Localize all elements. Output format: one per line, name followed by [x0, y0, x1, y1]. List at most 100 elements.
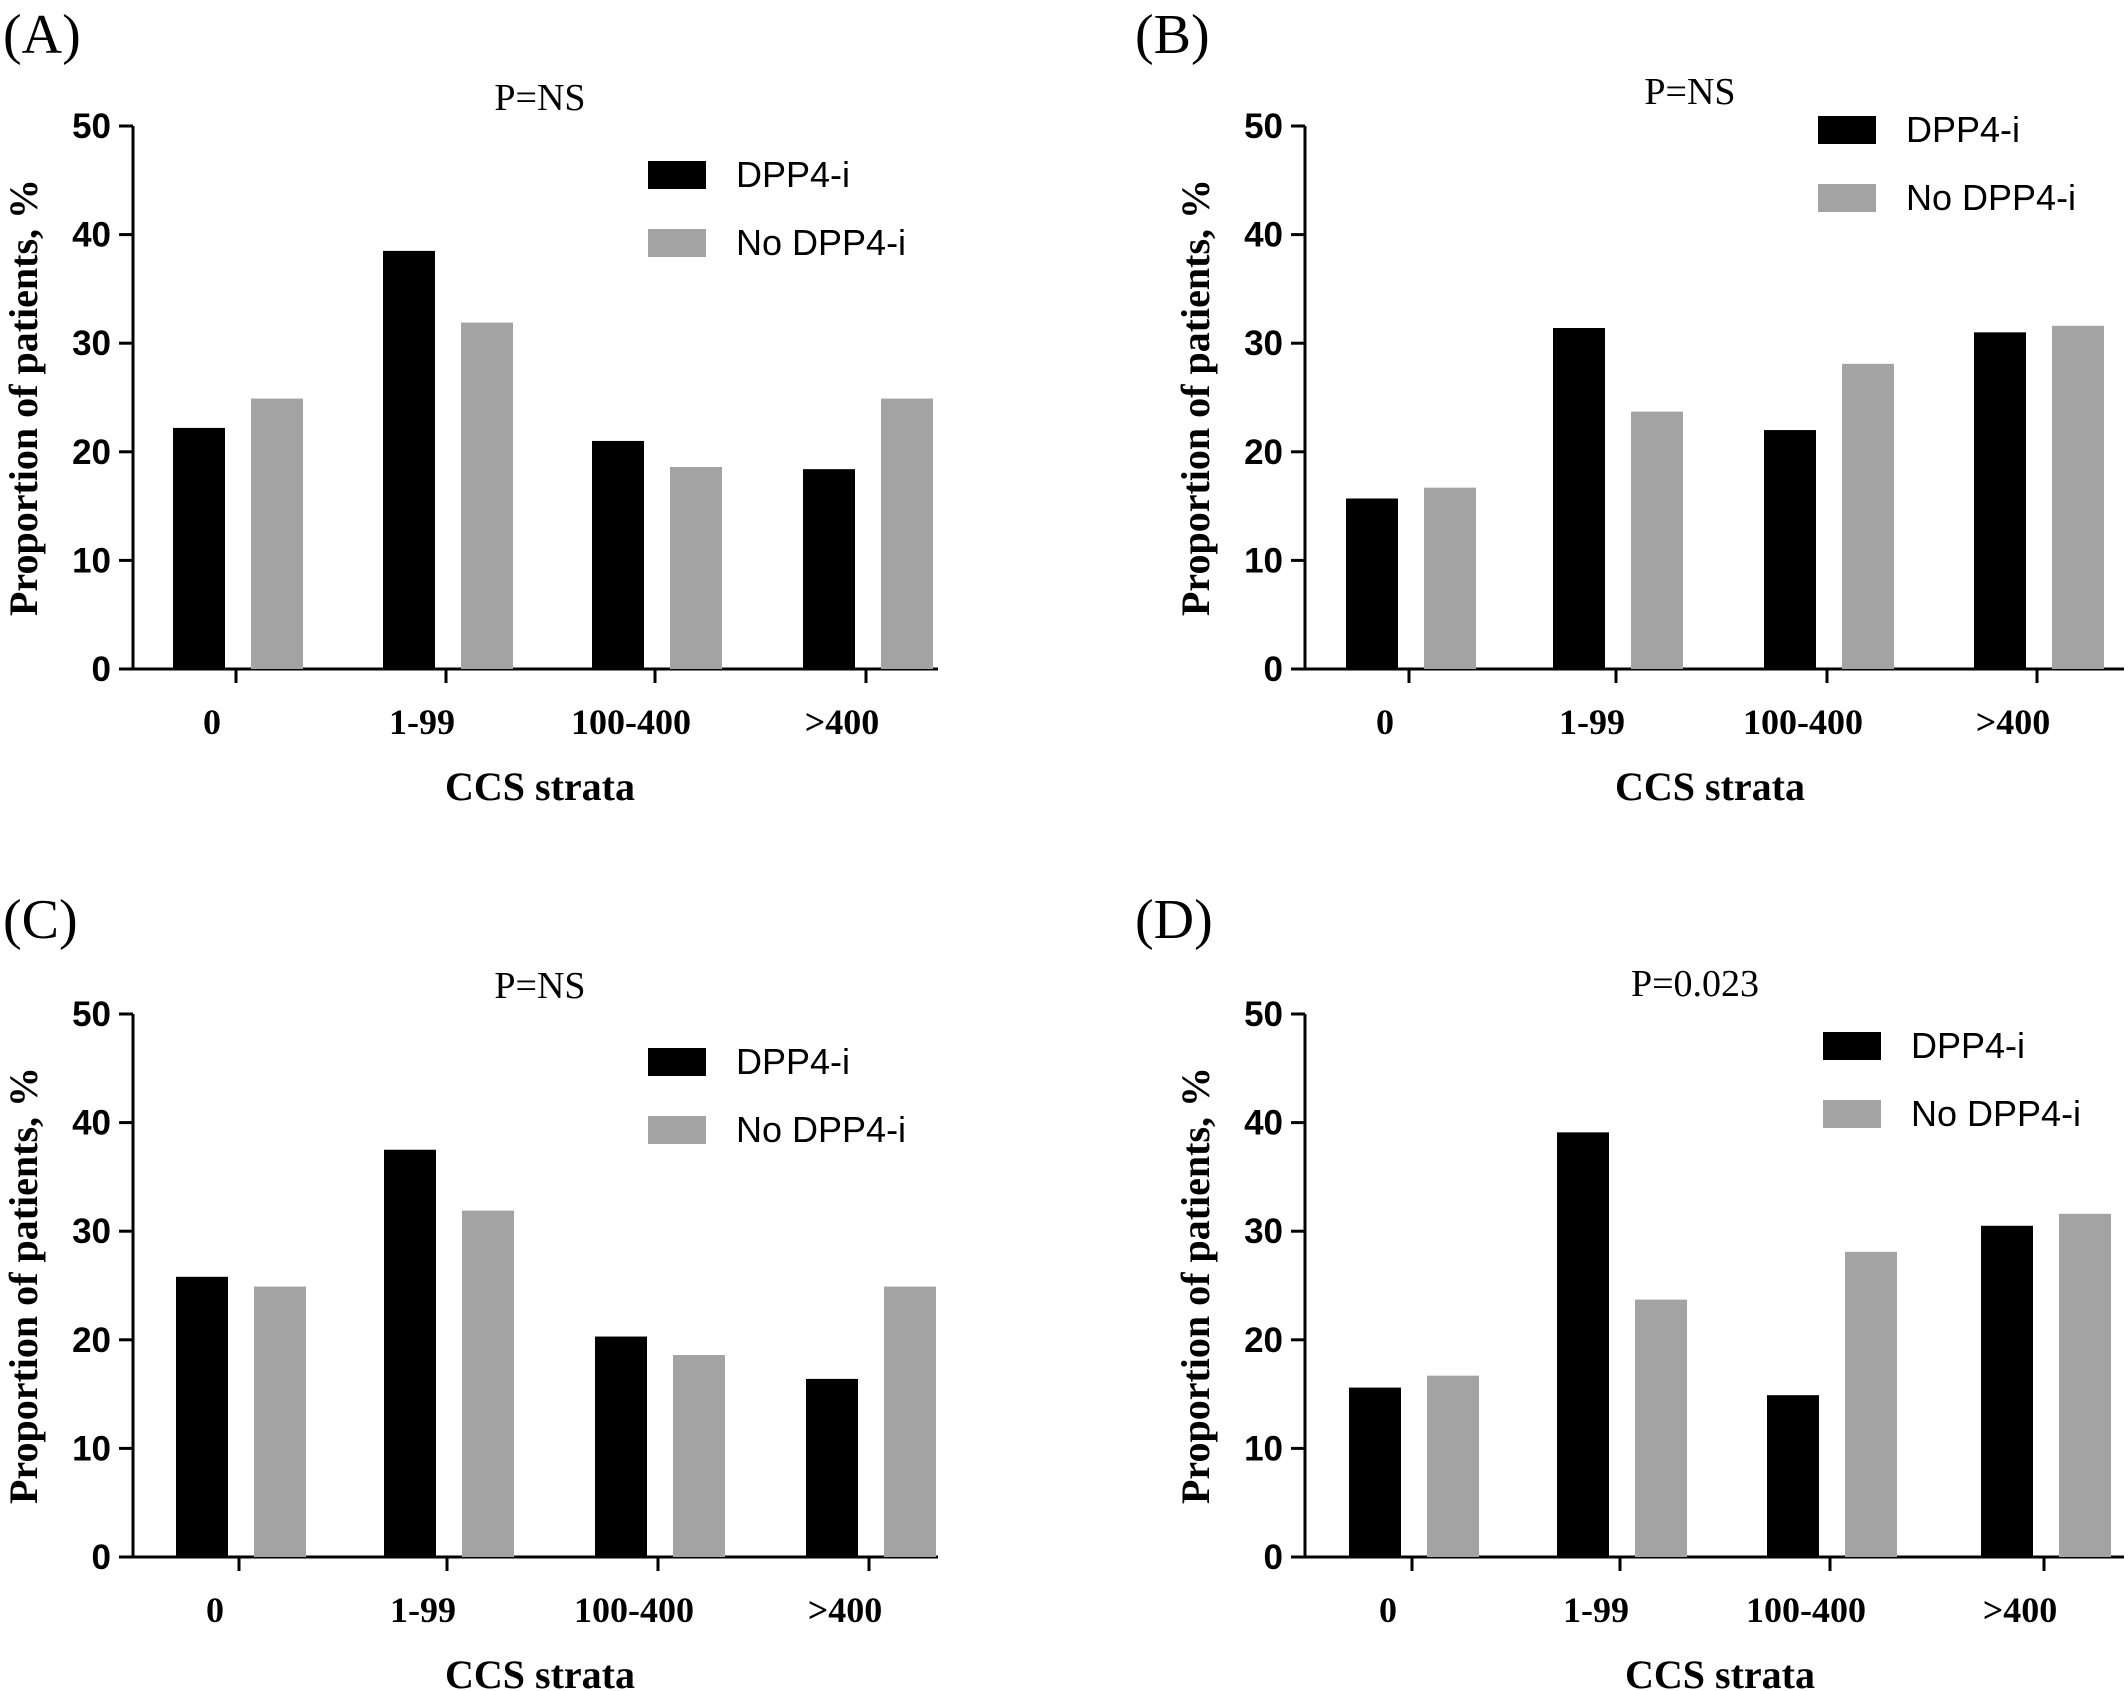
legend-swatch-dpp4 — [648, 161, 706, 189]
panel-label: (B) — [1135, 4, 1210, 66]
y-tick-label: 20 — [1244, 1321, 1283, 1360]
bar-no-dpp4 — [1424, 487, 1476, 669]
legend-label: No DPP4-i — [736, 222, 906, 263]
bar-dpp4 — [1981, 1225, 2033, 1557]
y-tick-label: 0 — [1264, 1538, 1283, 1577]
legend-label: DPP4-i — [736, 154, 850, 195]
y-axis-title: Proportion of patients, % — [1173, 179, 1218, 616]
x-tick-label: 100-400 — [574, 1590, 694, 1630]
x-tick-label: 1-99 — [389, 702, 455, 742]
x-tick-label: 0 — [206, 1590, 224, 1630]
x-tick-label: >400 — [1976, 702, 2051, 742]
legend-swatch-no-dpp4 — [648, 1116, 706, 1144]
y-tick-label: 30 — [72, 1212, 111, 1251]
chart-panel-d: (D) P=0.023 0 10 20 30 40 50 0 1-99 100-400 >400 CCS… — [1135, 889, 2124, 1691]
y-tick-label: 0 — [92, 650, 111, 689]
bar-dpp4 — [173, 427, 225, 669]
y-tick-label: 30 — [72, 324, 111, 363]
legend-swatch-no-dpp4 — [1823, 1100, 1881, 1128]
bar-no-dpp4 — [1635, 1299, 1687, 1557]
bar-no-dpp4 — [254, 1286, 306, 1557]
bar-no-dpp4 — [673, 1355, 725, 1557]
p-value: P=0.023 — [1631, 963, 1759, 1005]
y-axis-title: Proportion of patients, % — [1, 179, 46, 616]
y-tick-label: 40 — [72, 216, 111, 255]
y-tick-label: 20 — [72, 433, 111, 472]
panel-label: (C) — [3, 889, 78, 951]
x-tick-label: 1-99 — [390, 1590, 456, 1630]
p-value: P=NS — [494, 77, 585, 119]
bar-dpp4 — [1553, 327, 1605, 669]
p-value: P=NS — [494, 965, 585, 1007]
y-tick-label: 40 — [1244, 1104, 1283, 1143]
legend-swatch-no-dpp4 — [1818, 184, 1876, 212]
bar-dpp4 — [806, 1378, 858, 1557]
y-tick-label: 50 — [72, 995, 111, 1034]
panel-label: (D) — [1135, 889, 1213, 951]
y-tick-label: 20 — [72, 1321, 111, 1360]
x-tick-label: 0 — [1379, 1590, 1397, 1630]
legend-label: DPP4-i — [1906, 109, 2020, 150]
chart-panel-a: (A) P=NS 0 10 20 30 40 50 0 1-99 100-400 >400 CCS st… — [1, 4, 938, 809]
x-tick-label: 1-99 — [1559, 702, 1625, 742]
y-tick-label: 0 — [92, 1538, 111, 1577]
bar-no-dpp4 — [1842, 363, 1894, 669]
x-tick-label: 0 — [203, 702, 221, 742]
x-axis-title: CCS strata — [1615, 764, 1805, 809]
y-tick-label: 30 — [1244, 1212, 1283, 1251]
y-tick-label: 10 — [72, 1429, 111, 1468]
bar-no-dpp4 — [670, 467, 722, 669]
x-tick-label: >400 — [805, 702, 880, 742]
legend-swatch-no-dpp4 — [648, 229, 706, 257]
bar-dpp4 — [384, 1149, 436, 1557]
y-axis-title: Proportion of patients, % — [1173, 1067, 1218, 1504]
x-axis-title: CCS strata — [445, 764, 635, 809]
legend-label: DPP4-i — [1911, 1025, 2025, 1066]
bar-no-dpp4 — [884, 1286, 936, 1557]
bar-dpp4 — [803, 469, 855, 669]
bar-no-dpp4 — [1631, 411, 1683, 669]
x-tick-label: >400 — [808, 1590, 883, 1630]
x-tick-label: 100-400 — [1746, 1590, 1866, 1630]
x-axis-title: CCS strata — [445, 1652, 635, 1691]
legend-label: No DPP4-i — [736, 1109, 906, 1150]
bar-dpp4 — [383, 250, 435, 669]
bar-no-dpp4 — [881, 398, 933, 669]
bar-dpp4 — [1349, 1387, 1401, 1557]
y-tick-label: 40 — [1244, 216, 1283, 255]
y-tick-label: 50 — [1244, 107, 1283, 146]
bar-dpp4 — [592, 440, 644, 669]
bar-dpp4 — [1767, 1395, 1819, 1557]
y-tick-label: 0 — [1264, 650, 1283, 689]
x-tick-label: 100-400 — [1743, 702, 1863, 742]
x-tick-label: 100-400 — [571, 702, 691, 742]
bar-no-dpp4 — [2059, 1213, 2111, 1557]
y-tick-label: 10 — [1244, 1429, 1283, 1468]
x-tick-label: 0 — [1376, 702, 1394, 742]
y-tick-label: 10 — [1244, 541, 1283, 580]
bar-no-dpp4 — [462, 1210, 514, 1557]
x-tick-label: >400 — [1983, 1590, 2058, 1630]
legend-swatch-dpp4 — [1818, 116, 1876, 144]
chart-panel-c: (C) P=NS 0 10 20 30 40 50 0 1-99 100-400 >400 CCS st… — [1, 889, 938, 1691]
legend-label: No DPP4-i — [1906, 177, 2076, 218]
legend-swatch-dpp4 — [648, 1048, 706, 1076]
x-tick-label: 1-99 — [1563, 1590, 1629, 1630]
x-axis-title: CCS strata — [1625, 1652, 1815, 1691]
bar-no-dpp4 — [251, 398, 303, 669]
y-tick-label: 40 — [72, 1104, 111, 1143]
bar-dpp4 — [1557, 1132, 1609, 1557]
bar-no-dpp4 — [1845, 1251, 1897, 1557]
bar-dpp4 — [595, 1336, 647, 1557]
y-tick-label: 30 — [1244, 324, 1283, 363]
y-tick-label: 50 — [1244, 995, 1283, 1034]
bar-dpp4 — [1346, 498, 1398, 669]
bar-no-dpp4 — [1427, 1375, 1479, 1557]
bar-dpp4 — [1764, 430, 1816, 669]
bar-no-dpp4 — [461, 322, 513, 669]
y-axis-title: Proportion of patients, % — [1, 1067, 46, 1504]
y-tick-label: 10 — [72, 541, 111, 580]
p-value: P=NS — [1644, 71, 1735, 113]
legend-swatch-dpp4 — [1823, 1032, 1881, 1060]
